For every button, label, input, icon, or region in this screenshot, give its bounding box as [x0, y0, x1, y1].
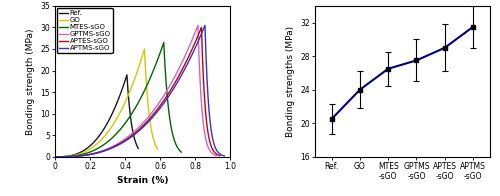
- Line: Ref.: Ref.: [55, 75, 138, 157]
- GPTMS-sGO: [88, 153, 94, 155]
- MTES-sGO: [52, 156, 58, 158]
- GPTMS-sGO: [212, 154, 218, 157]
- GO: [128, 88, 134, 90]
- APTMS-sGO: [220, 154, 226, 157]
- MTES-sGO: [70, 155, 76, 157]
- Line: GPTMS-sGO: GPTMS-sGO: [55, 25, 216, 157]
- GO: [153, 145, 159, 147]
- Line: APTMS-sGO: APTMS-sGO: [55, 25, 224, 157]
- Ref.: [135, 146, 141, 149]
- GPTMS-sGO: [198, 98, 204, 100]
- X-axis label: Strain (%): Strain (%): [117, 176, 168, 185]
- APTES-sGO: [176, 75, 182, 77]
- MTES-sGO: [144, 84, 150, 86]
- GO: [154, 148, 160, 150]
- Ref.: [124, 74, 130, 76]
- GPTMS-sGO: [52, 156, 58, 158]
- GO: [142, 48, 148, 50]
- GPTMS-sGO: [195, 24, 201, 26]
- MTES-sGO: [178, 151, 184, 153]
- GO: [74, 153, 80, 156]
- APTMS-sGO: [206, 100, 212, 103]
- APTMS-sGO: [179, 73, 185, 76]
- MTES-sGO: [164, 90, 170, 93]
- APTMS-sGO: [52, 156, 58, 158]
- Y-axis label: Bonding strengths (MPa): Bonding strengths (MPa): [286, 26, 294, 137]
- GO: [144, 87, 150, 90]
- APTES-sGO: [214, 154, 220, 156]
- APTMS-sGO: [202, 24, 208, 26]
- Ref.: [52, 156, 58, 158]
- MTES-sGO: [176, 149, 182, 151]
- Line: GO: GO: [55, 49, 158, 157]
- MTES-sGO: [80, 153, 86, 156]
- APTMS-sGO: [219, 154, 225, 156]
- APTMS-sGO: [222, 155, 228, 157]
- Ref.: [136, 147, 141, 150]
- Ref.: [134, 144, 140, 147]
- Ref.: [70, 154, 76, 156]
- APTES-sGO: [198, 26, 204, 29]
- Legend: Ref., GO, MTES-sGO, GPTMS-sGO, APTES-sGO, APTMS-sGO: Ref., GO, MTES-sGO, GPTMS-sGO, APTES-sGO…: [57, 8, 112, 53]
- GPTMS-sGO: [214, 154, 220, 157]
- MTES-sGO: [161, 41, 167, 44]
- MTES-sGO: [178, 150, 184, 153]
- Ref.: [64, 155, 70, 157]
- Y-axis label: Bonding strength (MPa): Bonding strength (MPa): [26, 28, 35, 135]
- Ref.: [126, 101, 132, 103]
- Ref.: [113, 104, 119, 107]
- APTES-sGO: [88, 153, 94, 155]
- APTMS-sGO: [77, 155, 83, 157]
- GO: [154, 147, 160, 149]
- GPTMS-sGO: [211, 153, 217, 156]
- GO: [52, 156, 58, 158]
- APTES-sGO: [202, 99, 207, 101]
- APTES-sGO: [216, 154, 222, 157]
- APTES-sGO: [76, 155, 82, 157]
- Line: APTES-sGO: APTES-sGO: [55, 27, 220, 157]
- GPTMS-sGO: [173, 73, 179, 76]
- APTES-sGO: [217, 154, 223, 157]
- APTMS-sGO: [90, 153, 96, 155]
- APTES-sGO: [52, 156, 58, 158]
- Line: MTES-sGO: MTES-sGO: [55, 43, 182, 157]
- GO: [67, 155, 73, 157]
- GPTMS-sGO: [76, 155, 82, 157]
